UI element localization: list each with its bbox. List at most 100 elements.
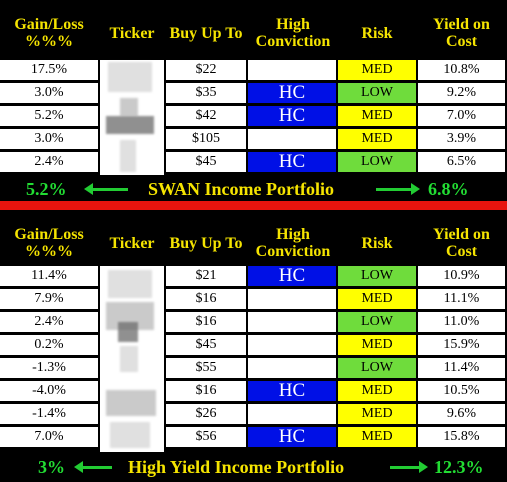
buy-up-to-cell: $56 — [166, 427, 246, 447]
table-row: 0.2% $45 MED 15.9% — [0, 335, 507, 356]
table-row: -1.4% $26 MED 9.6% — [0, 404, 507, 425]
table-row: 11.4% $21 HC LOW 10.9% — [0, 265, 507, 287]
high-conviction-cell — [248, 129, 336, 149]
table-row: -4.0% $16 HC MED 10.5% — [0, 380, 507, 402]
table-row: 7.0% $56 HC MED 15.8% — [0, 426, 507, 448]
high-conviction-cell: HC — [248, 265, 336, 286]
risk-cell: MED — [338, 129, 416, 149]
left-arrow-icon — [84, 183, 128, 195]
hy-footer: 3% High Yield Income Portfolio 12.3% — [0, 454, 507, 480]
left-arrow-icon — [74, 461, 112, 473]
hy-yield-total: 12.3% — [434, 457, 484, 477]
gain-loss-cell: 3.0% — [0, 129, 98, 149]
buy-up-to-cell: $26 — [166, 404, 246, 424]
yield-on-cost-cell: 9.6% — [418, 404, 505, 424]
gain-loss-cell: 5.2% — [0, 106, 98, 126]
yield-on-cost-cell: 10.5% — [418, 381, 505, 401]
high-conviction-cell — [248, 358, 336, 378]
risk-cell: MED — [338, 335, 416, 355]
redacted-logo — [108, 62, 152, 92]
buy-up-to-cell: $105 — [166, 129, 246, 149]
header-gain-loss: Gain/Loss %%% — [14, 226, 84, 260]
risk-cell: MED — [338, 427, 416, 447]
buy-up-to-cell: $55 — [166, 358, 246, 378]
yield-on-cost-cell: 6.5% — [418, 152, 505, 172]
redacted-logo — [120, 98, 138, 116]
header-high-conviction: High Conviction — [255, 16, 331, 50]
header-high-conviction: High Conviction — [255, 226, 331, 260]
gain-loss-cell: 0.2% — [0, 335, 98, 355]
buy-up-to-cell: $16 — [166, 312, 246, 332]
gain-loss-cell: -1.3% — [0, 358, 98, 378]
redacted-logo — [110, 422, 150, 448]
redacted-logo — [106, 390, 156, 416]
gain-loss-cell: -1.4% — [0, 404, 98, 424]
right-arrow-icon — [376, 183, 420, 195]
table-row: 5.2% $42 HC MED 7.0% — [0, 105, 507, 127]
header-yield-on-cost: Yield on Cost — [433, 16, 490, 50]
redacted-logo — [108, 270, 152, 298]
yield-on-cost-cell: 11.0% — [418, 312, 505, 332]
hy-gain-total: 3% — [38, 457, 65, 477]
risk-cell: MED — [338, 106, 416, 126]
risk-cell: MED — [338, 60, 416, 80]
yield-on-cost-cell: 10.9% — [418, 266, 505, 286]
table-row: 17.5% $22 MED 10.8% — [0, 60, 507, 81]
gain-loss-cell: 3.0% — [0, 83, 98, 103]
gain-loss-cell: 17.5% — [0, 60, 98, 80]
buy-up-to-cell: $35 — [166, 83, 246, 103]
table-row: 3.0% $105 MED 3.9% — [0, 129, 507, 150]
header-buy-up-to: Buy Up To — [169, 24, 243, 42]
high-conviction-cell: HC — [248, 426, 336, 447]
buy-up-to-cell: $16 — [166, 381, 246, 401]
high-conviction-cell — [248, 289, 336, 309]
header-ticker: Ticker — [109, 234, 155, 252]
table-row: 2.4% $45 HC LOW 6.5% — [0, 151, 507, 173]
gain-loss-cell: 2.4% — [0, 152, 98, 172]
header-risk: Risk — [361, 234, 393, 252]
table-row: 3.0% $35 HC LOW 9.2% — [0, 82, 507, 104]
header-gain-loss: Gain/Loss %%% — [14, 16, 84, 50]
header-buy-up-to: Buy Up To — [169, 234, 243, 252]
yield-on-cost-cell: 9.2% — [418, 83, 505, 103]
yield-on-cost-cell: 11.4% — [418, 358, 505, 378]
buy-up-to-cell: $45 — [166, 335, 246, 355]
high-conviction-cell: HC — [248, 105, 336, 126]
buy-up-to-cell: $42 — [166, 106, 246, 126]
risk-cell: LOW — [338, 83, 416, 103]
table-row: 2.4% $16 LOW 11.0% — [0, 312, 507, 333]
gain-loss-cell: -4.0% — [0, 381, 98, 401]
yield-on-cost-cell: 11.1% — [418, 289, 505, 309]
table-row: 7.9% $16 MED 11.1% — [0, 289, 507, 310]
hy-ticker-column — [100, 266, 164, 452]
high-conviction-cell — [248, 404, 336, 424]
risk-cell: MED — [338, 381, 416, 401]
gain-loss-cell: 7.9% — [0, 289, 98, 309]
swan-portfolio-title: SWAN Income Portfolio — [148, 179, 334, 199]
high-yield-section: Gain/Loss %%% Ticker Buy Up To High Conv… — [0, 210, 507, 482]
gain-loss-cell: 7.0% — [0, 427, 98, 447]
hy-header-row: Gain/Loss %%% Ticker Buy Up To High Conv… — [0, 218, 507, 268]
buy-up-to-cell: $22 — [166, 60, 246, 80]
swan-footer: 5.2% SWAN Income Portfolio 6.8% — [0, 176, 507, 202]
yield-on-cost-cell: 7.0% — [418, 106, 505, 126]
swan-section: Gain/Loss %%% Ticker Buy Up To High Conv… — [0, 0, 507, 201]
header-yield-on-cost: Yield on Cost — [433, 226, 490, 260]
swan-yield-total: 6.8% — [428, 179, 469, 199]
swan-header-row: Gain/Loss %%% Ticker Buy Up To High Conv… — [0, 8, 507, 58]
header-ticker: Ticker — [109, 24, 155, 42]
gain-loss-cell: 2.4% — [0, 312, 98, 332]
hy-portfolio-title: High Yield Income Portfolio — [128, 457, 345, 477]
buy-up-to-cell: $45 — [166, 152, 246, 172]
buy-up-to-cell: $21 — [166, 266, 246, 286]
high-conviction-cell — [248, 335, 336, 355]
right-arrow-icon — [390, 461, 428, 473]
swan-gain-total: 5.2% — [26, 179, 67, 199]
risk-cell: LOW — [338, 358, 416, 378]
high-conviction-cell: HC — [248, 82, 336, 103]
risk-cell: LOW — [338, 312, 416, 332]
redacted-logo — [120, 140, 136, 172]
swan-ticker-column — [100, 60, 164, 175]
high-conviction-cell: HC — [248, 151, 336, 172]
gain-loss-cell: 11.4% — [0, 266, 98, 286]
